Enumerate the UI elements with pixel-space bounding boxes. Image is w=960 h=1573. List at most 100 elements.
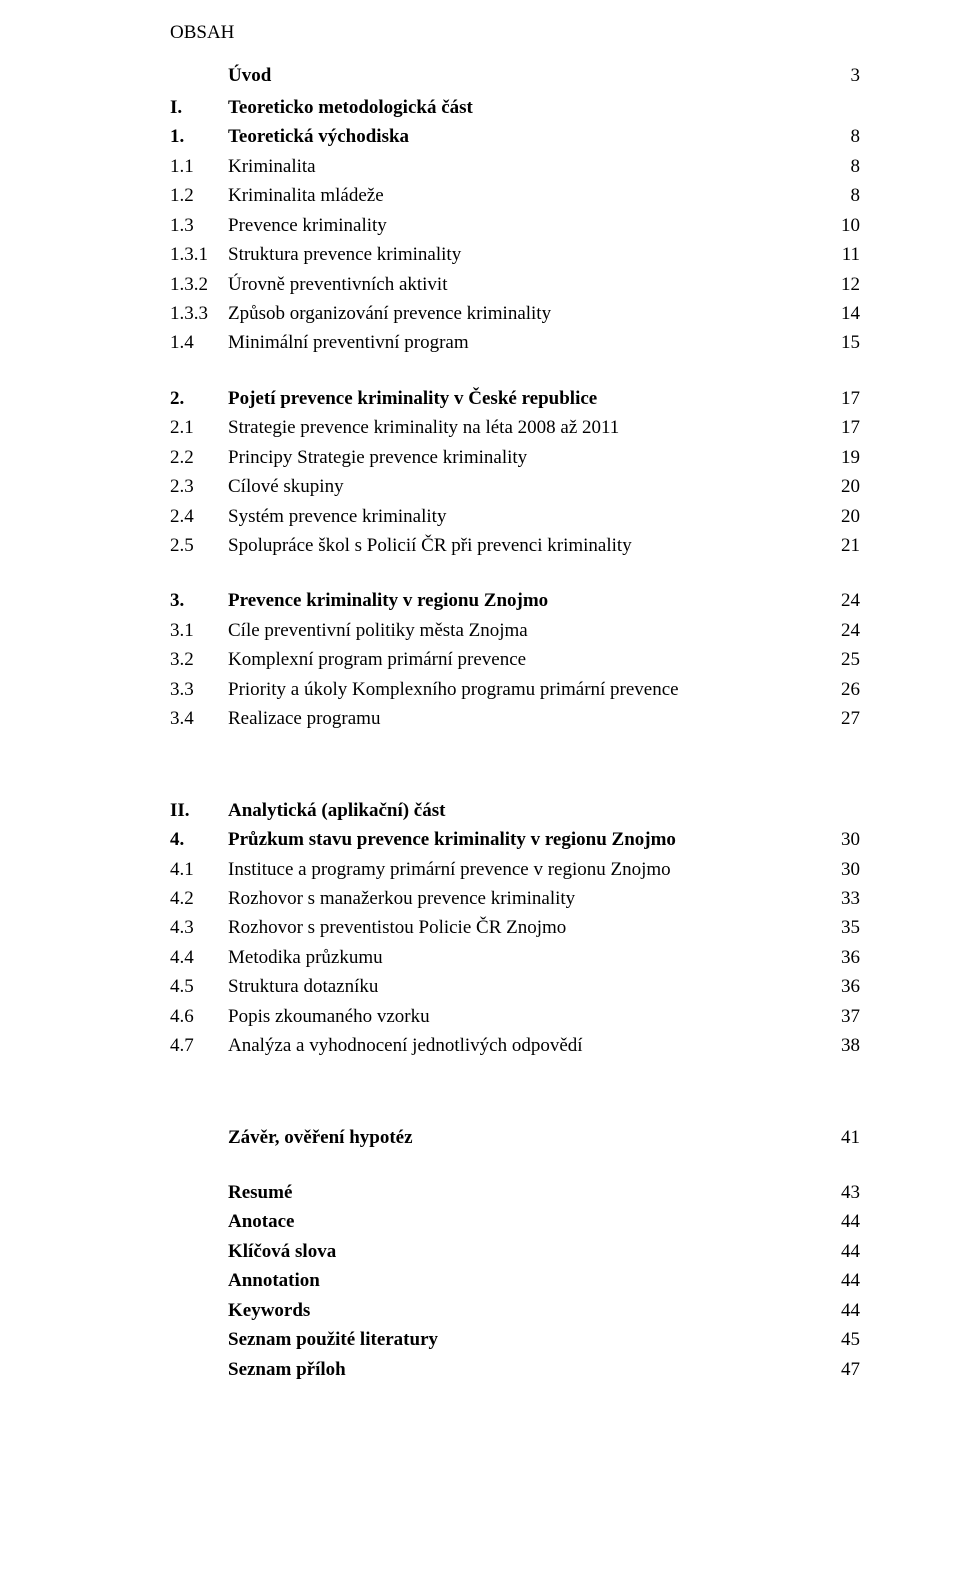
intro-page: 3 <box>820 61 860 90</box>
closing-item: Závěr, ověření hypotéz41 <box>170 1123 860 1152</box>
closing-label: Seznam použité literatury <box>228 1325 820 1354</box>
item-page: 17 <box>820 413 860 442</box>
toc-item: 2.1Strategie prevence kriminality na lét… <box>170 413 860 442</box>
section-title: Pojetí prevence kriminality v České repu… <box>228 384 820 413</box>
item-page: 11 <box>820 240 860 269</box>
toc-item: 2.4Systém prevence kriminality20 <box>170 502 860 531</box>
toc-item: 3.3Priority a úkoly Komplexního programu… <box>170 675 860 704</box>
item-page: 37 <box>820 1002 860 1031</box>
item-page: 14 <box>820 299 860 328</box>
closing-page: 44 <box>820 1266 860 1295</box>
item-page: 20 <box>820 502 860 531</box>
toc-item: 1.3.2Úrovně preventivních aktivit12 <box>170 270 860 299</box>
item-num: 2.4 <box>170 502 228 531</box>
section-1-heading: 1. Teoretická východiska 8 <box>170 122 860 151</box>
closing-label: Keywords <box>228 1296 820 1325</box>
closing-label: Resumé <box>228 1178 820 1207</box>
item-label: Analýza a vyhodnocení jednotlivých odpov… <box>228 1031 820 1060</box>
item-num: 4.6 <box>170 1002 228 1031</box>
item-page: 8 <box>820 152 860 181</box>
item-num: 3.2 <box>170 645 228 674</box>
item-label: Minimální preventivní program <box>228 328 820 357</box>
closing-item: Seznam příloh47 <box>170 1355 860 1384</box>
item-page: 33 <box>820 884 860 913</box>
item-page: 26 <box>820 675 860 704</box>
item-num: 1.3 <box>170 211 228 240</box>
item-label: Rozhovor s preventistou Policie ČR Znojm… <box>228 913 820 942</box>
section-page: 8 <box>820 122 860 151</box>
toc-intro-row: Úvod 3 <box>170 61 860 90</box>
section-num: 4. <box>170 825 228 854</box>
closing-label: Annotation <box>228 1266 820 1295</box>
item-label: Systém prevence kriminality <box>228 502 820 531</box>
closing-page: 41 <box>820 1123 860 1152</box>
section-4-heading: 4. Průzkum stavu prevence kriminality v … <box>170 825 860 854</box>
item-page: 36 <box>820 943 860 972</box>
item-page: 12 <box>820 270 860 299</box>
item-num: 4.4 <box>170 943 228 972</box>
part-ii-heading: II. Analytická (aplikační) část <box>170 796 860 825</box>
closing-page: 44 <box>820 1207 860 1236</box>
closing-item: Klíčová slova44 <box>170 1237 860 1266</box>
item-page: 21 <box>820 531 860 560</box>
closing-page: 45 <box>820 1325 860 1354</box>
item-page: 35 <box>820 913 860 942</box>
toc-item: 2.5Spolupráce škol s Policií ČR při prev… <box>170 531 860 560</box>
item-num: 3.1 <box>170 616 228 645</box>
closing-label: Závěr, ověření hypotéz <box>228 1123 820 1152</box>
toc-item: 1.1Kriminalita8 <box>170 152 860 181</box>
section-page: 24 <box>820 586 860 615</box>
item-label: Strategie prevence kriminality na léta 2… <box>228 413 820 442</box>
part-i-heading: I. Teoreticko metodologická část <box>170 93 860 122</box>
item-label: Principy Strategie prevence kriminality <box>228 443 820 472</box>
toc-item: 2.2Principy Strategie prevence kriminali… <box>170 443 860 472</box>
section-title: Teoretická východiska <box>228 122 820 151</box>
toc-item: 4.5Struktura dotazníku36 <box>170 972 860 1001</box>
item-num: 1.2 <box>170 181 228 210</box>
item-label: Popis zkoumaného vzorku <box>228 1002 820 1031</box>
toc-item: 1.3Prevence kriminality10 <box>170 211 860 240</box>
section-page: 30 <box>820 825 860 854</box>
item-num: 2.5 <box>170 531 228 560</box>
closing-item: Seznam použité literatury45 <box>170 1325 860 1354</box>
item-num: 3.3 <box>170 675 228 704</box>
item-num: 2.2 <box>170 443 228 472</box>
item-label: Struktura dotazníku <box>228 972 820 1001</box>
item-page: 30 <box>820 855 860 884</box>
toc-header: OBSAH <box>170 18 860 47</box>
closing-item: Annotation44 <box>170 1266 860 1295</box>
section-2-heading: 2. Pojetí prevence kriminality v České r… <box>170 384 860 413</box>
closing-item: Anotace44 <box>170 1207 860 1236</box>
item-label: Komplexní program primární prevence <box>228 645 820 674</box>
toc-item: 2.3Cílové skupiny20 <box>170 472 860 501</box>
item-num: 1.4 <box>170 328 228 357</box>
item-num: 4.5 <box>170 972 228 1001</box>
item-page: 8 <box>820 181 860 210</box>
part-ii-title: Analytická (aplikační) část <box>228 796 820 825</box>
item-num: 1.1 <box>170 152 228 181</box>
item-label: Metodika průzkumu <box>228 943 820 972</box>
item-label: Realizace programu <box>228 704 820 733</box>
toc-item: 3.2Komplexní program primární prevence25 <box>170 645 860 674</box>
item-label: Spolupráce škol s Policií ČR při prevenc… <box>228 531 820 560</box>
toc-item: 4.3Rozhovor s preventistou Policie ČR Zn… <box>170 913 860 942</box>
item-page: 27 <box>820 704 860 733</box>
item-page: 19 <box>820 443 860 472</box>
item-num: 4.3 <box>170 913 228 942</box>
item-num: 4.2 <box>170 884 228 913</box>
toc-item: 1.3.1Struktura prevence kriminality11 <box>170 240 860 269</box>
closing-item: Resumé43 <box>170 1178 860 1207</box>
item-num: 1.3.1 <box>170 240 228 269</box>
toc-item: 1.4Minimální preventivní program15 <box>170 328 860 357</box>
item-page: 25 <box>820 645 860 674</box>
item-label: Cílové skupiny <box>228 472 820 501</box>
item-page: 38 <box>820 1031 860 1060</box>
section-num: 1. <box>170 122 228 151</box>
item-num: 1.3.3 <box>170 299 228 328</box>
item-page: 24 <box>820 616 860 645</box>
item-page: 10 <box>820 211 860 240</box>
toc-item: 4.1Instituce a programy primární prevenc… <box>170 855 860 884</box>
section-title: Prevence kriminality v regionu Znojmo <box>228 586 820 615</box>
closing-page: 47 <box>820 1355 860 1384</box>
item-label: Rozhovor s manažerkou prevence kriminali… <box>228 884 820 913</box>
